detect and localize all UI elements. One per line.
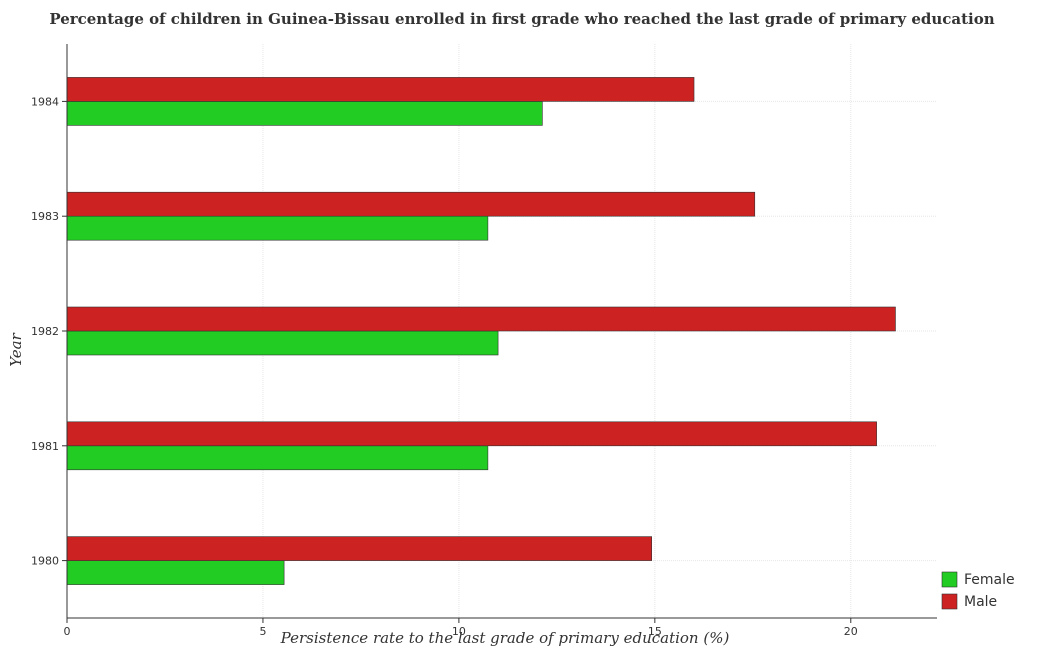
x-axis-label: Persistence rate to the last grade of pr… (280, 629, 730, 647)
bar-female-1981 (66, 445, 489, 471)
bar-female-1980 (66, 560, 285, 585)
x-ticks: 0 5 10 15 20 (64, 618, 858, 638)
x-tick-label-2: 10 (452, 625, 466, 638)
bar-male-1983 (66, 191, 756, 217)
bars (66, 77, 896, 585)
x-tick-label-1: 5 (259, 625, 266, 638)
y-ticks: 1980 1981 1982 1983 1984 (31, 95, 67, 568)
y-tick-label-0: 1980 (31, 555, 59, 568)
x-tick-label-3: 15 (648, 625, 662, 638)
x-tick-label-0: 0 (64, 625, 71, 638)
y-tick-label-1: 1981 (31, 440, 59, 453)
y-tick-label-3: 1983 (31, 210, 59, 223)
y-tick-label-4: 1984 (31, 95, 59, 108)
bar-male-1984 (66, 77, 695, 102)
legend-swatch-male (941, 593, 958, 610)
bar-male-1980 (66, 536, 653, 561)
legend-label-female: Female (964, 572, 1015, 588)
bar-female-1983 (66, 215, 489, 241)
y-tick-label-2: 1982 (31, 325, 59, 338)
y-axis-label: Year (7, 332, 25, 366)
bar-male-1981 (66, 421, 877, 447)
legend-swatch-female (941, 571, 958, 588)
bar-female-1984 (66, 101, 543, 126)
bar-female-1982 (66, 330, 499, 356)
legend-label-male: Male (964, 594, 997, 610)
bar-male-1982 (66, 306, 896, 332)
chart-title: Percentage of children in Guinea-Bissau … (49, 10, 994, 28)
x-tick-label-4: 20 (844, 625, 858, 638)
legend: Female Male (941, 571, 1015, 610)
